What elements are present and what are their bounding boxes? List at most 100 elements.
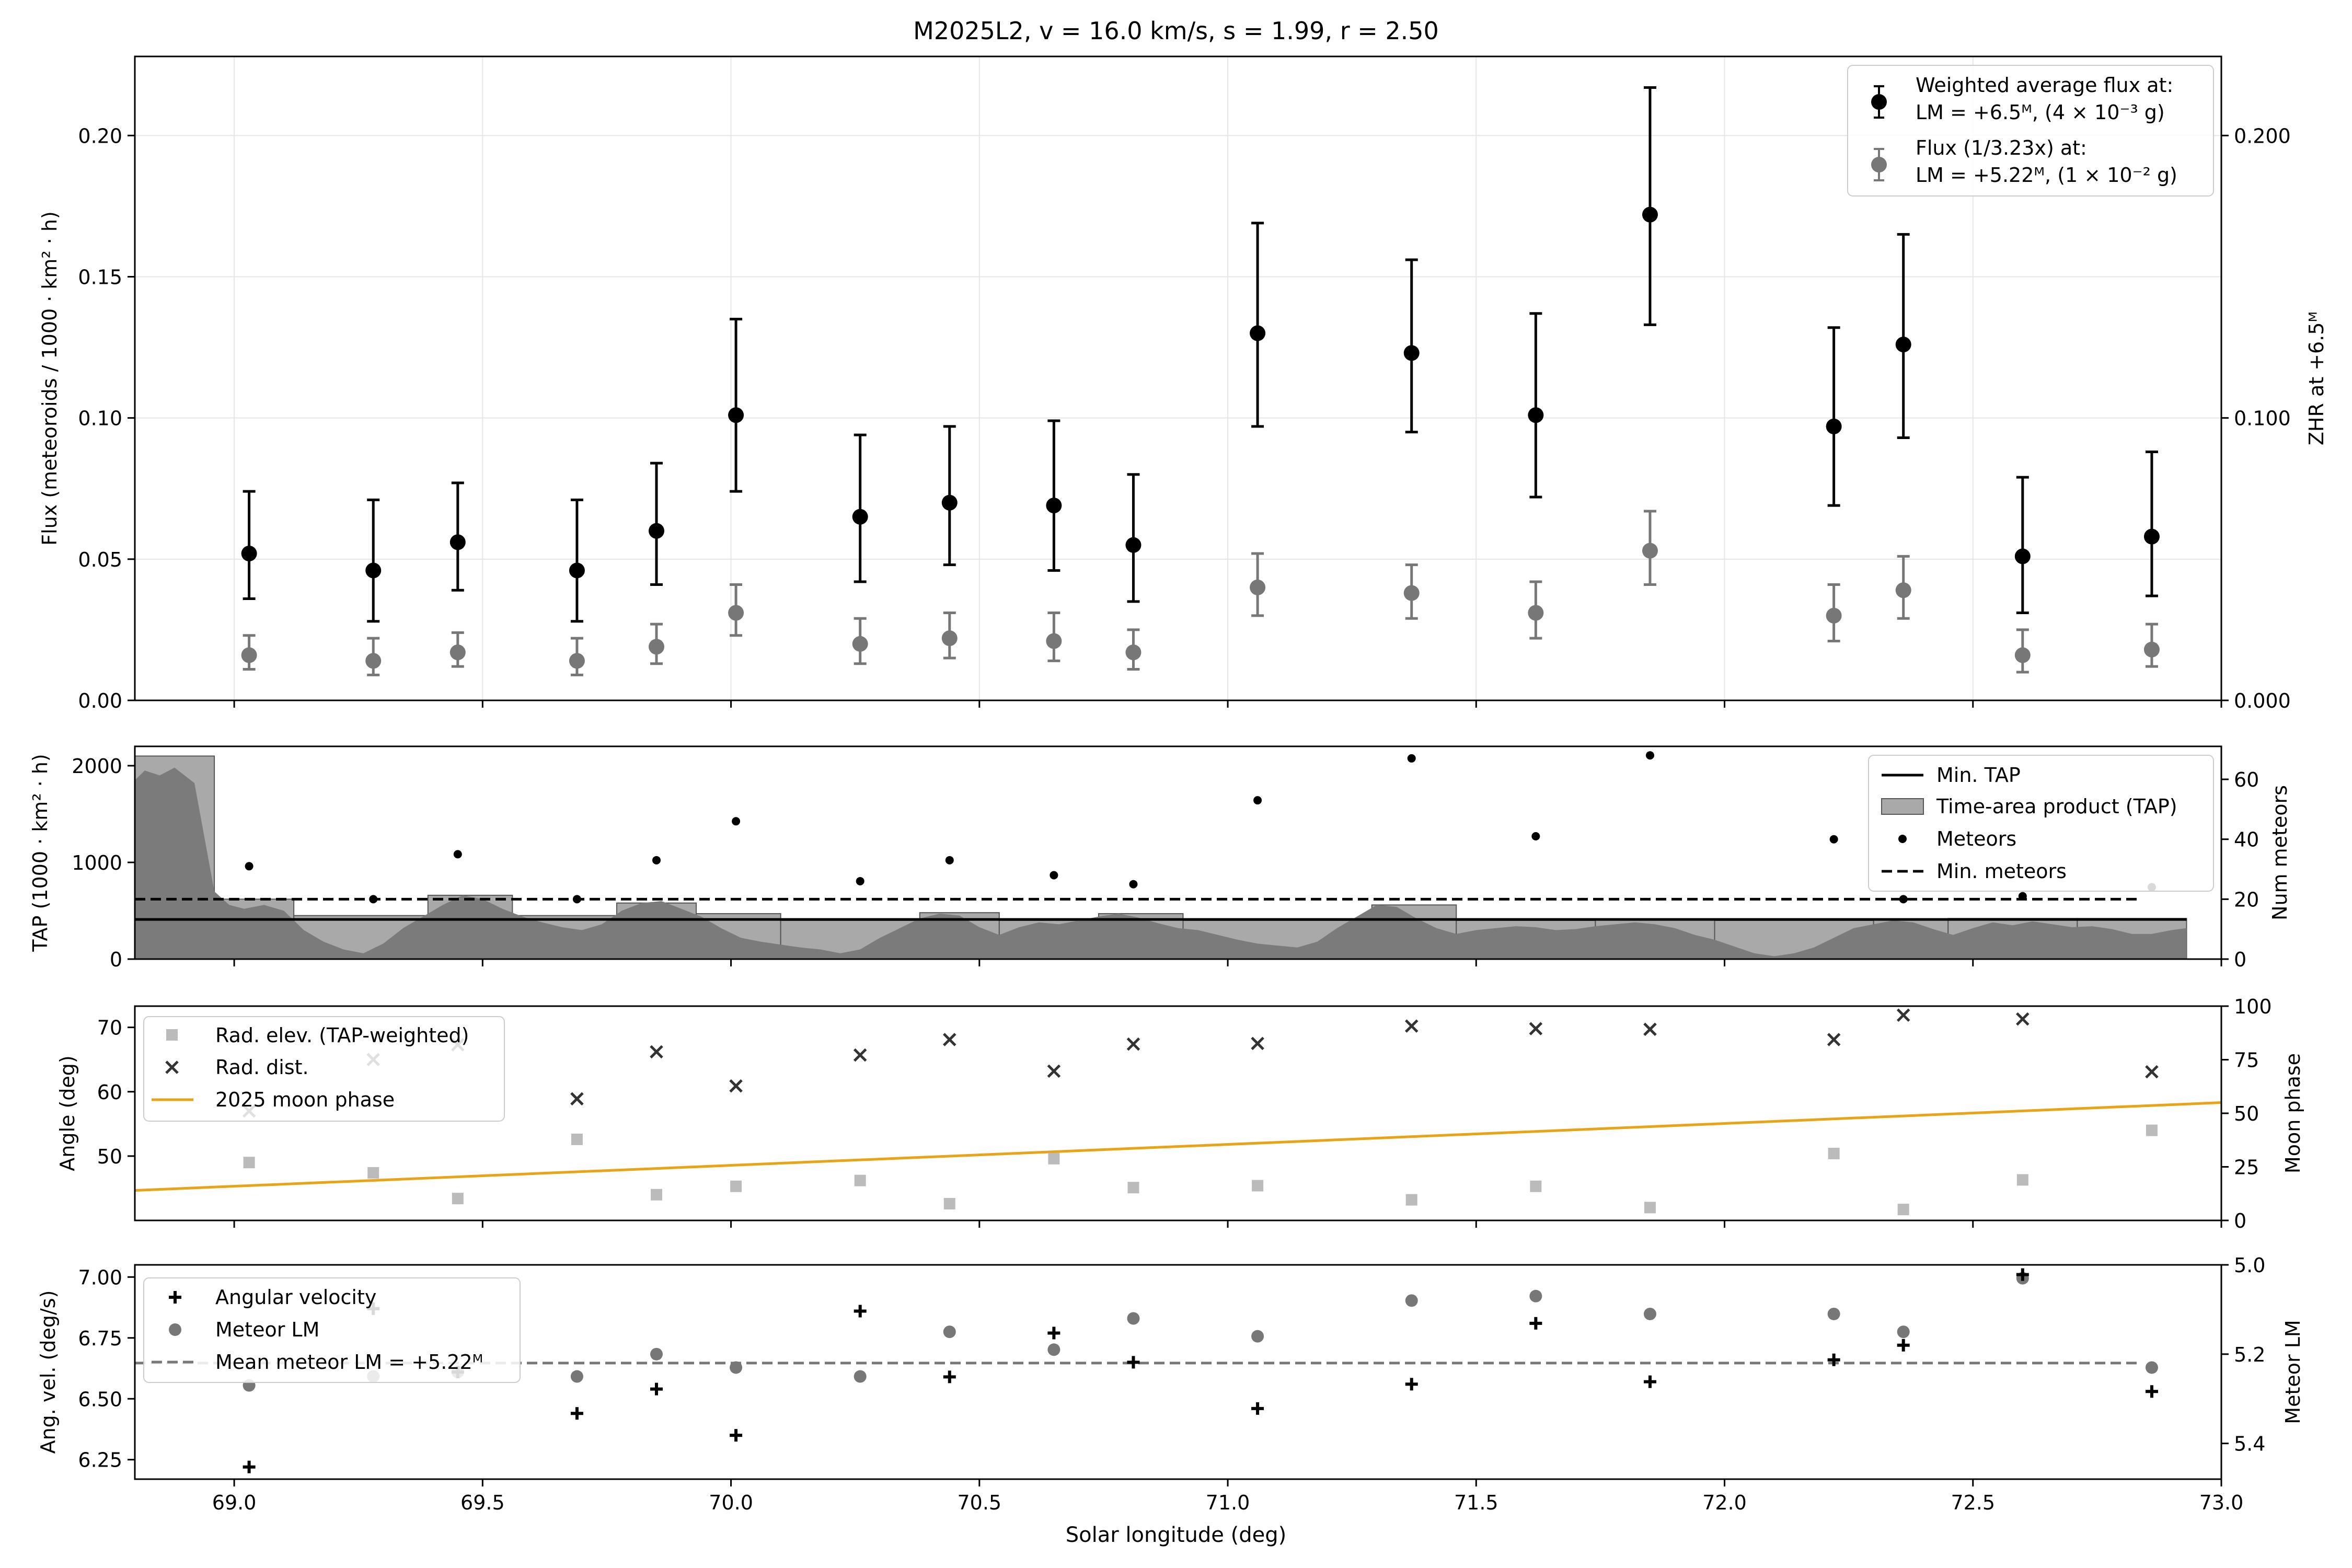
- y-tick-label-right: 0.000: [2234, 689, 2291, 712]
- meteor-count-point: [572, 895, 581, 904]
- legend-rad-dist-swatch: [165, 1060, 179, 1074]
- weighted-flux-point: [649, 523, 664, 539]
- rad-elev-point: [943, 1197, 955, 1209]
- y-tick-label: 6.25: [78, 1449, 122, 1472]
- y-tick-label-right: 100: [2234, 995, 2272, 1018]
- legend-meteors-swatch: [1898, 835, 1907, 843]
- y-tick-label: 50: [97, 1145, 122, 1168]
- y-tick-label-right: 40: [2234, 828, 2259, 851]
- y-tick-label: 0.10: [78, 407, 122, 430]
- meteor-lm-point: [1827, 1307, 1840, 1320]
- x-tick-label: 71.0: [1206, 1491, 1250, 1514]
- rad-elev-point: [1405, 1194, 1417, 1206]
- legend-label: Flux (1/3.23x) at:: [1916, 136, 2087, 159]
- y-tick-label-right: 60: [2234, 768, 2259, 791]
- meteor-count-point: [2018, 892, 2027, 901]
- tap-panel: 0 1000 2000 0 20 40 60 TAP (1000 · km² · h) Num …: [29, 745, 2291, 971]
- y-tick-label-right: 0: [2234, 1209, 2246, 1232]
- weighted-flux-point: [1250, 325, 1266, 341]
- scaled-flux-point: [2014, 647, 2031, 663]
- scaled-flux-point: [852, 636, 868, 652]
- weighted-flux-point: [1895, 337, 1911, 353]
- moon-phase-line: [134, 1101, 2222, 1192]
- weighted-flux-point: [2143, 528, 2160, 545]
- legend-label: LM = +6.5ᴹ, (4 × 10⁻³ g): [1916, 101, 2165, 124]
- legend-label: Meteor LM: [215, 1318, 319, 1341]
- rad-dist-point: [650, 1045, 663, 1059]
- scaled-flux-point: [1895, 582, 1911, 598]
- y-axis-label: Angle (deg): [56, 1055, 79, 1171]
- meteor-lm-point: [730, 1361, 743, 1374]
- velocity-panel: 69.0 69.5 70.0 70.5 71.0 71.5 72.0 72.5 73.0 6.25…: [37, 1254, 2304, 1514]
- meteor-count-point: [652, 856, 661, 864]
- rad-elev-point: [571, 1133, 583, 1145]
- legend-rad-elev-swatch: [166, 1029, 178, 1041]
- rad-dist-point: [570, 1092, 584, 1106]
- meteor-count-point: [1407, 754, 1416, 763]
- x-tick-label: 71.5: [1454, 1491, 1498, 1514]
- meteor-lm-point: [650, 1347, 663, 1361]
- weighted-flux-point: [1528, 407, 1544, 423]
- rad-dist-point: [943, 1033, 956, 1046]
- legend-label: Mean meteor LM = +5.22ᴹ: [215, 1351, 483, 1374]
- meteor-count-point: [732, 817, 741, 826]
- rad-elev-point: [367, 1167, 379, 1179]
- angle-panel: 50 60 70 0 25 50 75 100 Angle (deg) Moon phase Rad…: [56, 995, 2304, 1232]
- meteor-count-point: [1899, 895, 1908, 904]
- legend-box: [1847, 65, 2214, 197]
- y-axis-label-right: Meteor LM: [2281, 1320, 2304, 1424]
- legend-weighted-flux-marker: [1871, 94, 1887, 110]
- rad-dist-point: [2016, 1012, 2030, 1026]
- legend-label: Meteors: [1936, 827, 2016, 850]
- scaled-flux-point: [728, 605, 744, 621]
- rad-dist-point: [853, 1048, 867, 1062]
- legend-box: [1868, 755, 2214, 892]
- legend-label: Weighted average flux at:: [1916, 74, 2173, 97]
- y-tick-label: 0.05: [78, 548, 122, 571]
- y-tick-label-right: 20: [2234, 888, 2259, 911]
- meteor-count-point: [1050, 871, 1058, 880]
- tap-curve-area: [135, 767, 2187, 959]
- weighted-flux-point: [1826, 418, 1842, 434]
- weighted-flux-point: [449, 534, 466, 550]
- scaled-flux-point: [1826, 607, 1842, 624]
- y-axis-label-right: Moon phase: [2281, 1053, 2304, 1173]
- meteor-count-point: [1645, 751, 1654, 760]
- rad-elev-point: [1127, 1182, 1139, 1194]
- weighted-flux-point: [1642, 206, 1658, 223]
- legend-tap-swatch: [1881, 798, 1924, 815]
- scaled-flux-point: [1642, 543, 1658, 559]
- weighted-flux-point: [569, 562, 585, 579]
- legend-label: Angular velocity: [215, 1286, 376, 1309]
- legend-label: LM = +5.22ᴹ, (1 × 10⁻² g): [1916, 164, 2177, 187]
- y-tick-label: 60: [97, 1081, 122, 1104]
- legend-label: Min. TAP: [1936, 764, 2021, 787]
- y-tick-label: 0: [110, 948, 122, 971]
- rad-elev-point: [1897, 1204, 1909, 1216]
- scaled-flux-point: [1528, 605, 1544, 621]
- scaled-flux-point: [365, 653, 382, 669]
- x-tick-label: 72.0: [1702, 1491, 1747, 1514]
- rad-elev-point: [1048, 1152, 1060, 1165]
- meteor-lm-point: [1405, 1294, 1418, 1307]
- axes-frame: [134, 1264, 2222, 1480]
- y-tick-label-right: 0.100: [2234, 407, 2291, 430]
- scaled-flux-point: [1046, 633, 1062, 649]
- rad-dist-point: [1827, 1033, 1841, 1046]
- meteor-lm-point: [943, 1325, 956, 1339]
- chart-title: M2025L2, v = 16.0 km/s, s = 1.99, r = 2.…: [913, 17, 1439, 45]
- axes-frame: [134, 745, 2222, 960]
- weighted-flux-point: [1046, 498, 1062, 514]
- x-tick-label: 70.5: [958, 1491, 1002, 1514]
- rad-elev-point: [1644, 1202, 1656, 1214]
- scaled-flux-point: [569, 653, 585, 669]
- x-tick-label: 69.0: [212, 1491, 257, 1514]
- y-tick-label: 1000: [72, 851, 122, 874]
- weighted-flux-point: [2014, 548, 2031, 564]
- y-tick-label: 70: [97, 1017, 122, 1040]
- flux-panel: 0.000.050.100.150.200.0000.1000.2000.300…: [38, 55, 2328, 712]
- weighted-flux-point: [852, 509, 868, 525]
- legend-scaled-flux-marker: [1871, 157, 1887, 172]
- y-tick-label: 0.15: [78, 266, 122, 289]
